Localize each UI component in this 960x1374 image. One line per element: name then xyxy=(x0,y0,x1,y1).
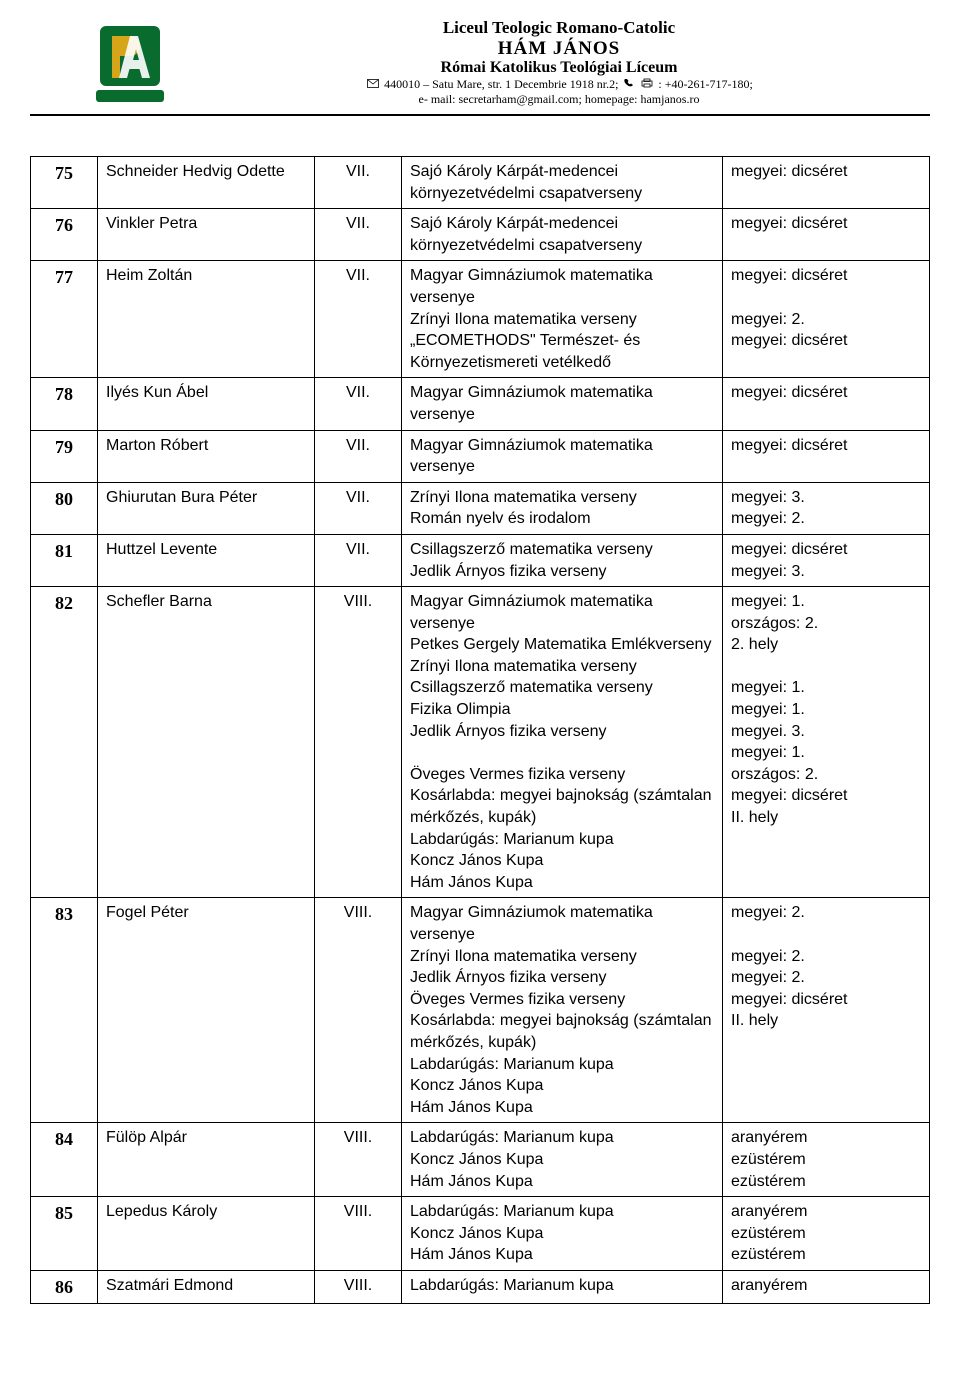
row-number: 76 xyxy=(31,209,98,261)
row-number: 83 xyxy=(31,898,98,1123)
result: megyei: dicséret xyxy=(723,378,930,430)
row-number: 79 xyxy=(31,430,98,482)
row-number: 84 xyxy=(31,1123,98,1197)
row-number: 80 xyxy=(31,482,98,534)
result: megyei: dicséret xyxy=(723,157,930,209)
result: megyei: 3. megyei: 2. xyxy=(723,482,930,534)
student-name: Lepedus Károly xyxy=(98,1197,315,1271)
result: megyei: dicséret xyxy=(723,209,930,261)
phone-icon xyxy=(623,78,634,93)
class-grade: VII. xyxy=(315,209,402,261)
competition: Magyar Gimnáziumok matematika versenye Z… xyxy=(402,898,723,1123)
competition: Labdarúgás: Marianum kupa Koncz János Ku… xyxy=(402,1197,723,1271)
letterhead-line3: Római Katolikus Teológiai Líceum xyxy=(188,59,930,77)
student-name: Vinkler Petra xyxy=(98,209,315,261)
competition: Sajó Károly Kárpát-medencei környezetvéd… xyxy=(402,157,723,209)
student-name: Huttzel Levente xyxy=(98,534,315,586)
table-row: 81Huttzel LeventeVII.Csillagszerző matem… xyxy=(31,534,930,586)
student-name: Heim Zoltán xyxy=(98,261,315,378)
results-table: 75Schneider Hedvig OdetteVII.Sajó Károly… xyxy=(30,156,930,1304)
student-name: Fülöp Alpár xyxy=(98,1123,315,1197)
letterhead-address-prefix: 440010 – Satu Mare, str. 1 Decembrie 191… xyxy=(384,77,621,91)
table-row: 85Lepedus KárolyVIII.Labdarúgás: Marianu… xyxy=(31,1197,930,1271)
class-grade: VII. xyxy=(315,157,402,209)
result: aranyérem ezüstérem ezüstérem xyxy=(723,1123,930,1197)
letterhead-line4: 440010 – Satu Mare, str. 1 Decembrie 191… xyxy=(188,78,930,93)
student-name: Schneider Hedvig Odette xyxy=(98,157,315,209)
competition: Magyar Gimnáziumok matematika versenye xyxy=(402,430,723,482)
table-row: 76Vinkler PetraVII.Sajó Károly Kárpát-me… xyxy=(31,209,930,261)
student-name: Schefler Barna xyxy=(98,587,315,898)
student-name: Ilyés Kun Ábel xyxy=(98,378,315,430)
row-number: 86 xyxy=(31,1270,98,1303)
letterhead-line1: Liceul Teologic Romano-Catolic xyxy=(188,18,930,38)
table-row: 86Szatmári EdmondVIII.Labdarúgás: Marian… xyxy=(31,1270,930,1303)
result: aranyérem ezüstérem ezüstérem xyxy=(723,1197,930,1271)
table-row: 75Schneider Hedvig OdetteVII.Sajó Károly… xyxy=(31,157,930,209)
table-row: 77Heim ZoltánVII.Magyar Gimnáziumok mate… xyxy=(31,261,930,378)
student-name: Szatmári Edmond xyxy=(98,1270,315,1303)
letterhead-line2: HÁM JÁNOS xyxy=(188,38,930,60)
class-grade: VII. xyxy=(315,534,402,586)
competition: Csillagszerző matematika verseny Jedlik … xyxy=(402,534,723,586)
student-name: Ghiurutan Bura Péter xyxy=(98,482,315,534)
result: megyei: dicséret megyei: 3. xyxy=(723,534,930,586)
competition: Labdarúgás: Marianum kupa Koncz János Ku… xyxy=(402,1123,723,1197)
letterhead-text: Liceul Teologic Romano-Catolic HÁM JÁNOS… xyxy=(188,18,930,106)
row-number: 78 xyxy=(31,378,98,430)
row-number: 81 xyxy=(31,534,98,586)
competition: Labdarúgás: Marianum kupa xyxy=(402,1270,723,1303)
class-grade: VIII. xyxy=(315,1197,402,1271)
result: megyei: 2. megyei: 2. megyei: 2. megyei:… xyxy=(723,898,930,1123)
class-grade: VII. xyxy=(315,378,402,430)
row-number: 82 xyxy=(31,587,98,898)
mail-icon xyxy=(367,78,379,92)
row-number: 85 xyxy=(31,1197,98,1271)
class-grade: VII. xyxy=(315,261,402,378)
table-row: 80Ghiurutan Bura PéterVII.Zrínyi Ilona m… xyxy=(31,482,930,534)
fax-icon xyxy=(641,78,653,92)
row-number: 75 xyxy=(31,157,98,209)
competition: Sajó Károly Kárpát-medencei környezetvéd… xyxy=(402,209,723,261)
class-grade: VIII. xyxy=(315,587,402,898)
row-number: 77 xyxy=(31,261,98,378)
page: Liceul Teologic Romano-Catolic HÁM JÁNOS… xyxy=(0,0,960,1334)
table-row: 82Schefler BarnaVIII.Magyar Gimnáziumok … xyxy=(31,587,930,898)
competition: Zrínyi Ilona matematika verseny Román ny… xyxy=(402,482,723,534)
table-row: 78Ilyés Kun ÁbelVII.Magyar Gimnáziumok m… xyxy=(31,378,930,430)
result: megyei: 1. országos: 2. 2. hely megyei: … xyxy=(723,587,930,898)
letterhead-line5: e- mail: secretarham@gmail.com; homepage… xyxy=(188,93,930,107)
table-row: 84Fülöp AlpárVIII.Labdarúgás: Marianum k… xyxy=(31,1123,930,1197)
student-name: Fogel Péter xyxy=(98,898,315,1123)
class-grade: VIII. xyxy=(315,1270,402,1303)
table-row: 79Marton RóbertVII.Magyar Gimnáziumok ma… xyxy=(31,430,930,482)
class-grade: VIII. xyxy=(315,1123,402,1197)
letterhead: Liceul Teologic Romano-Catolic HÁM JÁNOS… xyxy=(30,18,930,116)
competition: Magyar Gimnáziumok matematika versenye Z… xyxy=(402,261,723,378)
result: aranyérem xyxy=(723,1270,930,1303)
class-grade: VII. xyxy=(315,482,402,534)
result: megyei: dicséret megyei: 2. megyei: dics… xyxy=(723,261,930,378)
competition: Magyar Gimnáziumok matematika versenye P… xyxy=(402,587,723,898)
letterhead-address-suffix: : +40-261-717-180; xyxy=(658,77,752,91)
result: megyei: dicséret xyxy=(723,430,930,482)
school-logo xyxy=(90,18,170,108)
student-name: Marton Róbert xyxy=(98,430,315,482)
table-row: 83Fogel PéterVIII.Magyar Gimnáziumok mat… xyxy=(31,898,930,1123)
class-grade: VII. xyxy=(315,430,402,482)
competition: Magyar Gimnáziumok matematika versenye xyxy=(402,378,723,430)
class-grade: VIII. xyxy=(315,898,402,1123)
